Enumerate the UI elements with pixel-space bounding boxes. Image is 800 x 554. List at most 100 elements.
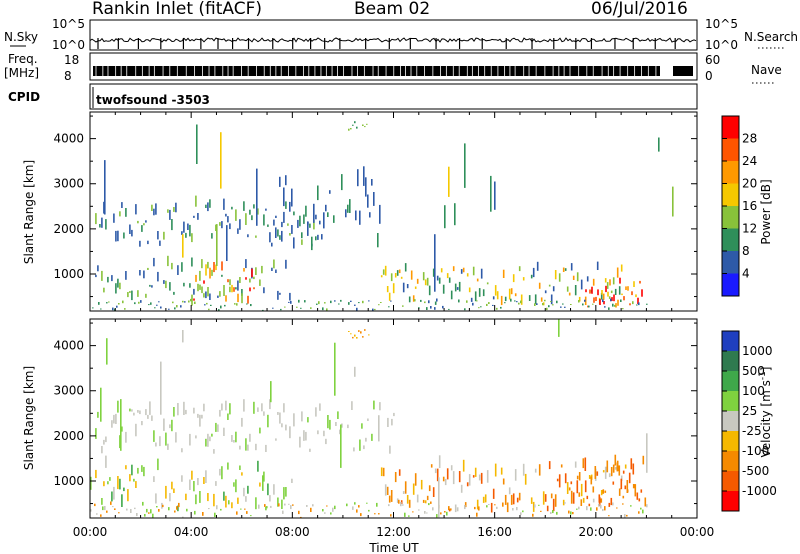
power-colorbar-tick-label: 16 bbox=[742, 199, 757, 213]
power-cell bbox=[189, 224, 191, 237]
velocity-colorbar-swatch bbox=[722, 351, 739, 372]
velocity-cell bbox=[532, 513, 534, 517]
velocity-cell bbox=[125, 431, 127, 443]
power-cell bbox=[356, 307, 358, 311]
velocity-cell bbox=[530, 497, 533, 504]
velocity-cell bbox=[616, 507, 618, 509]
velocity-cell bbox=[141, 465, 143, 472]
velocity-cell bbox=[282, 510, 284, 514]
power-cell bbox=[615, 303, 617, 308]
velocity-cell bbox=[269, 399, 271, 410]
velocity-cell bbox=[323, 430, 325, 437]
velocity-cell bbox=[444, 511, 446, 513]
velocity-cell bbox=[444, 478, 447, 486]
velocity-cell bbox=[378, 513, 380, 515]
velocity-cell bbox=[340, 424, 342, 468]
velocity-cell bbox=[356, 337, 358, 339]
power-cell bbox=[426, 277, 429, 286]
power-cell bbox=[612, 303, 614, 307]
power-cell bbox=[234, 303, 236, 305]
power-cell bbox=[580, 279, 583, 290]
power-cell bbox=[169, 282, 171, 291]
power-cell bbox=[92, 307, 94, 309]
velocity-cell bbox=[215, 481, 217, 486]
power-cell bbox=[496, 291, 499, 300]
power-cell bbox=[444, 205, 446, 229]
velocity-cell bbox=[101, 446, 103, 454]
power-cell bbox=[313, 219, 315, 230]
power-cell bbox=[627, 286, 629, 291]
power-cell bbox=[492, 296, 495, 300]
velocity-cell bbox=[281, 499, 283, 509]
power-cell bbox=[195, 274, 197, 282]
velocity-ytick-label: 2000 bbox=[53, 429, 84, 443]
power-cell bbox=[607, 291, 609, 297]
velocity-cell bbox=[162, 504, 164, 508]
power-cell bbox=[330, 300, 332, 304]
power-cell bbox=[279, 292, 281, 295]
velocity-cell bbox=[412, 511, 414, 513]
power-cell bbox=[430, 306, 432, 309]
power-cell bbox=[191, 257, 193, 267]
power-cell bbox=[562, 267, 565, 272]
power-cell bbox=[226, 225, 228, 261]
velocity-cell bbox=[263, 471, 265, 482]
velocity-cell bbox=[127, 489, 129, 502]
velocity-cell bbox=[404, 481, 407, 494]
velocity-cell bbox=[181, 475, 183, 482]
velocity-cell bbox=[278, 503, 280, 507]
velocity-cell bbox=[624, 514, 626, 518]
power-cell bbox=[362, 300, 364, 304]
velocity-cell bbox=[602, 470, 605, 473]
velocity-cell bbox=[277, 412, 279, 415]
power-cell bbox=[237, 293, 239, 303]
velocity-cell bbox=[97, 411, 99, 418]
velocity-cell bbox=[438, 477, 440, 518]
freq-band bbox=[93, 66, 660, 76]
power-cell bbox=[454, 203, 456, 226]
power-cell bbox=[402, 305, 404, 307]
power-cell bbox=[298, 299, 300, 303]
power-cell bbox=[122, 300, 124, 304]
velocity-cell bbox=[434, 468, 437, 474]
power-cell bbox=[213, 262, 215, 273]
velocity-cell bbox=[644, 497, 647, 507]
power-cell bbox=[219, 291, 221, 297]
velocity-cell bbox=[288, 503, 290, 505]
power-cell bbox=[329, 190, 331, 194]
power-cell bbox=[371, 179, 373, 186]
power-cell bbox=[159, 240, 161, 246]
power-cell bbox=[625, 286, 627, 290]
power-cell bbox=[458, 299, 460, 303]
velocity-cell bbox=[240, 508, 242, 510]
power-cell bbox=[123, 232, 125, 239]
power-colorbar-swatch bbox=[722, 273, 739, 297]
power-cell bbox=[309, 223, 311, 228]
velocity-cell bbox=[103, 439, 105, 445]
velocity-cell bbox=[624, 485, 627, 490]
velocity-cell bbox=[105, 455, 107, 468]
velocity-cell bbox=[538, 464, 541, 476]
power-cell bbox=[207, 287, 209, 297]
power-cell bbox=[205, 264, 207, 276]
power-cell bbox=[438, 277, 441, 284]
velocity-cell bbox=[262, 475, 264, 491]
velocity-cell bbox=[476, 512, 478, 517]
power-cell bbox=[412, 295, 415, 302]
power-cell bbox=[241, 293, 243, 304]
power-cell bbox=[289, 292, 291, 301]
power-colorbar-swatch bbox=[722, 138, 739, 162]
velocity-cell bbox=[305, 431, 307, 441]
velocity-cell bbox=[622, 495, 625, 499]
power-cell bbox=[436, 298, 438, 302]
power-colorbar-swatch bbox=[722, 161, 739, 184]
velocity-cell bbox=[173, 407, 175, 417]
velocity-cell bbox=[512, 493, 515, 505]
power-cell bbox=[362, 124, 364, 126]
power-data bbox=[92, 121, 674, 311]
power-cell bbox=[494, 181, 496, 210]
velocity-cell bbox=[494, 463, 497, 477]
velocity-cell bbox=[177, 403, 179, 416]
velocity-cell bbox=[606, 460, 609, 473]
velocity-cell bbox=[576, 508, 578, 510]
